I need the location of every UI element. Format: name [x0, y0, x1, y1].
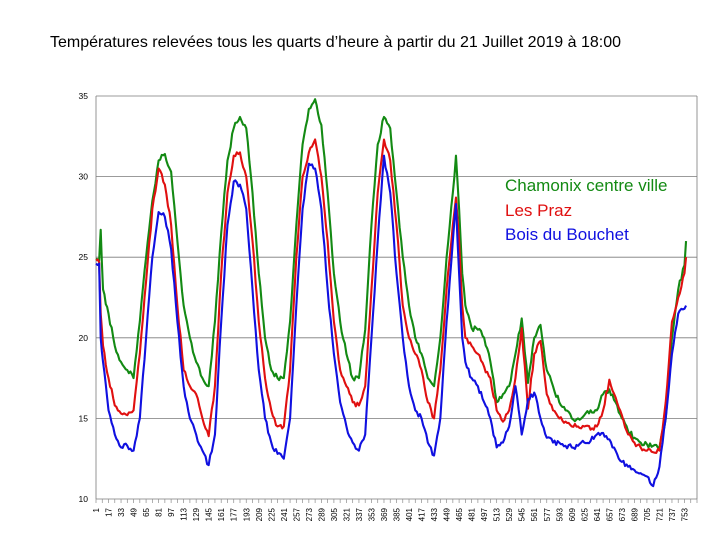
x-tick-label: 81	[155, 507, 164, 516]
x-tick-label: 177	[230, 507, 239, 521]
x-tick-label: 209	[255, 507, 264, 521]
x-tick-label: 49	[130, 507, 139, 516]
x-tick-label: 657	[605, 507, 614, 521]
x-tick-label: 65	[142, 507, 151, 516]
x-tick-label: 145	[205, 507, 214, 521]
x-tick-label: 225	[267, 507, 276, 521]
x-tick-label: 593	[555, 507, 564, 521]
y-tick-label: 25	[79, 252, 89, 262]
x-tick-label: 353	[367, 507, 376, 521]
x-tick-label: 385	[393, 507, 402, 521]
chart-tick-labels: 10 15 20 25 30 35 1 17 33 49 65 81 97 113 129 145 161 177…	[79, 91, 690, 521]
x-tick-label: 529	[505, 507, 514, 521]
slide-title: Températures relevées tous les quarts d’…	[50, 34, 622, 51]
x-tick-label: 753	[680, 507, 689, 521]
series-line-chamonix-centre-ville	[95, 98, 688, 449]
x-tick-label: 577	[543, 507, 552, 521]
legend-entry-chamonix: Chamonix centre ville	[505, 176, 668, 195]
x-tick-label: 369	[380, 507, 389, 521]
x-tick-label: 113	[180, 507, 189, 520]
x-tick-label: 337	[355, 507, 364, 521]
x-tick-label: 561	[530, 507, 539, 521]
chart-series	[95, 98, 688, 488]
x-tick-label: 321	[342, 507, 351, 521]
x-tick-label: 289	[317, 507, 326, 521]
x-tick-label: 449	[443, 507, 452, 521]
y-tick-label: 30	[79, 172, 89, 182]
x-tick-label: 625	[580, 507, 589, 521]
legend-entry-bois-du-bouchet: Bois du Bouchet	[505, 225, 629, 244]
x-tick-label: 737	[668, 507, 677, 521]
y-tick-label: 35	[79, 91, 89, 101]
x-tick-label: 257	[292, 507, 301, 521]
x-tick-label: 465	[455, 507, 464, 521]
x-tick-label: 673	[618, 507, 627, 521]
x-tick-label: 273	[305, 507, 314, 521]
x-tick-label: 481	[468, 507, 477, 521]
x-tick-label: 689	[630, 507, 639, 521]
x-tick-label: 545	[518, 507, 527, 521]
x-tick-label: 129	[192, 507, 201, 521]
x-tick-label: 417	[418, 507, 427, 521]
x-tick-label: 705	[643, 507, 652, 521]
x-tick-label: 609	[568, 507, 577, 521]
x-tick-label: 161	[217, 507, 226, 521]
y-tick-label: 15	[79, 413, 89, 423]
x-tick-label: 17	[105, 507, 114, 516]
x-tick-label: 497	[480, 507, 489, 521]
x-tick-label: 33	[117, 507, 126, 516]
x-tick-label: 433	[430, 507, 439, 521]
chart-axes	[95, 96, 698, 503]
x-tick-label: 97	[167, 507, 176, 516]
y-tick-label: 10	[79, 494, 89, 504]
series-line-les-praz	[95, 138, 688, 454]
x-tick-label: 721	[655, 507, 664, 521]
x-tick-label: 513	[493, 507, 502, 521]
y-tick-label: 20	[79, 333, 89, 343]
x-tick-label: 641	[593, 507, 602, 521]
x-tick-label: 305	[330, 507, 339, 521]
legend-entry-les-praz: Les Praz	[505, 201, 573, 220]
x-tick-label: 401	[405, 507, 414, 521]
x-tick-label: 241	[280, 507, 289, 521]
series-line-bois-du-bouchet	[95, 154, 687, 488]
x-tick-label: 193	[242, 507, 251, 521]
x-tick-label: 1	[92, 507, 101, 512]
